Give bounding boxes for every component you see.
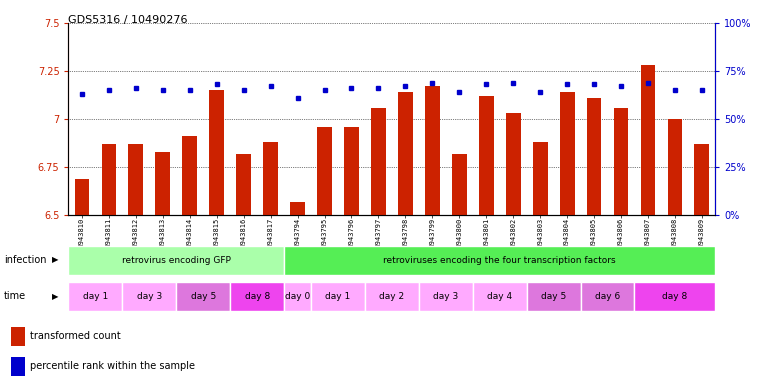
Bar	[425, 86, 440, 215]
Bar	[473, 282, 527, 311]
Bar	[284, 282, 311, 311]
Bar	[11, 326, 25, 346]
Bar	[209, 90, 224, 215]
Bar	[236, 154, 251, 215]
Text: day 1: day 1	[83, 292, 108, 301]
Bar	[695, 144, 709, 215]
Bar	[419, 282, 473, 311]
Bar	[68, 246, 284, 275]
Text: day 8: day 8	[662, 292, 687, 301]
Text: day 1: day 1	[326, 292, 351, 301]
Bar	[452, 154, 466, 215]
Bar	[11, 357, 25, 376]
Bar	[559, 92, 575, 215]
Bar	[527, 282, 581, 311]
Text: infection: infection	[4, 255, 46, 265]
Text: day 0: day 0	[285, 292, 310, 301]
Bar	[230, 282, 284, 311]
Bar	[284, 246, 715, 275]
Bar	[398, 92, 412, 215]
Bar	[183, 136, 197, 215]
Text: day 5: day 5	[190, 292, 216, 301]
Bar	[365, 282, 419, 311]
Text: day 6: day 6	[595, 292, 620, 301]
Bar	[344, 127, 359, 215]
Bar	[123, 282, 177, 311]
Bar	[177, 282, 230, 311]
Bar	[101, 144, 116, 215]
Bar	[155, 152, 170, 215]
Text: GDS5316 / 10490276: GDS5316 / 10490276	[68, 15, 188, 25]
Bar	[667, 119, 683, 215]
Bar	[533, 142, 548, 215]
Text: day 8: day 8	[244, 292, 270, 301]
Text: ▶: ▶	[53, 255, 59, 265]
Text: retrovirus encoding GFP: retrovirus encoding GFP	[122, 256, 231, 265]
Bar	[290, 202, 305, 215]
Text: day 2: day 2	[379, 292, 405, 301]
Bar	[635, 282, 715, 311]
Text: ▶: ▶	[53, 292, 59, 301]
Text: retroviruses encoding the four transcription factors: retroviruses encoding the four transcrip…	[384, 256, 616, 265]
Text: day 3: day 3	[137, 292, 162, 301]
Text: time: time	[4, 291, 26, 301]
Text: transformed count: transformed count	[30, 331, 121, 341]
Bar	[129, 144, 143, 215]
Bar	[581, 282, 635, 311]
Text: day 3: day 3	[433, 292, 458, 301]
Bar	[68, 282, 123, 311]
Bar	[613, 108, 629, 215]
Bar	[311, 282, 365, 311]
Text: day 4: day 4	[487, 292, 512, 301]
Bar	[371, 108, 386, 215]
Bar	[587, 98, 601, 215]
Bar	[317, 127, 332, 215]
Bar	[479, 96, 494, 215]
Bar	[263, 142, 278, 215]
Text: percentile rank within the sample: percentile rank within the sample	[30, 361, 196, 371]
Text: day 5: day 5	[541, 292, 566, 301]
Bar	[506, 113, 521, 215]
Bar	[641, 65, 655, 215]
Bar	[75, 179, 89, 215]
